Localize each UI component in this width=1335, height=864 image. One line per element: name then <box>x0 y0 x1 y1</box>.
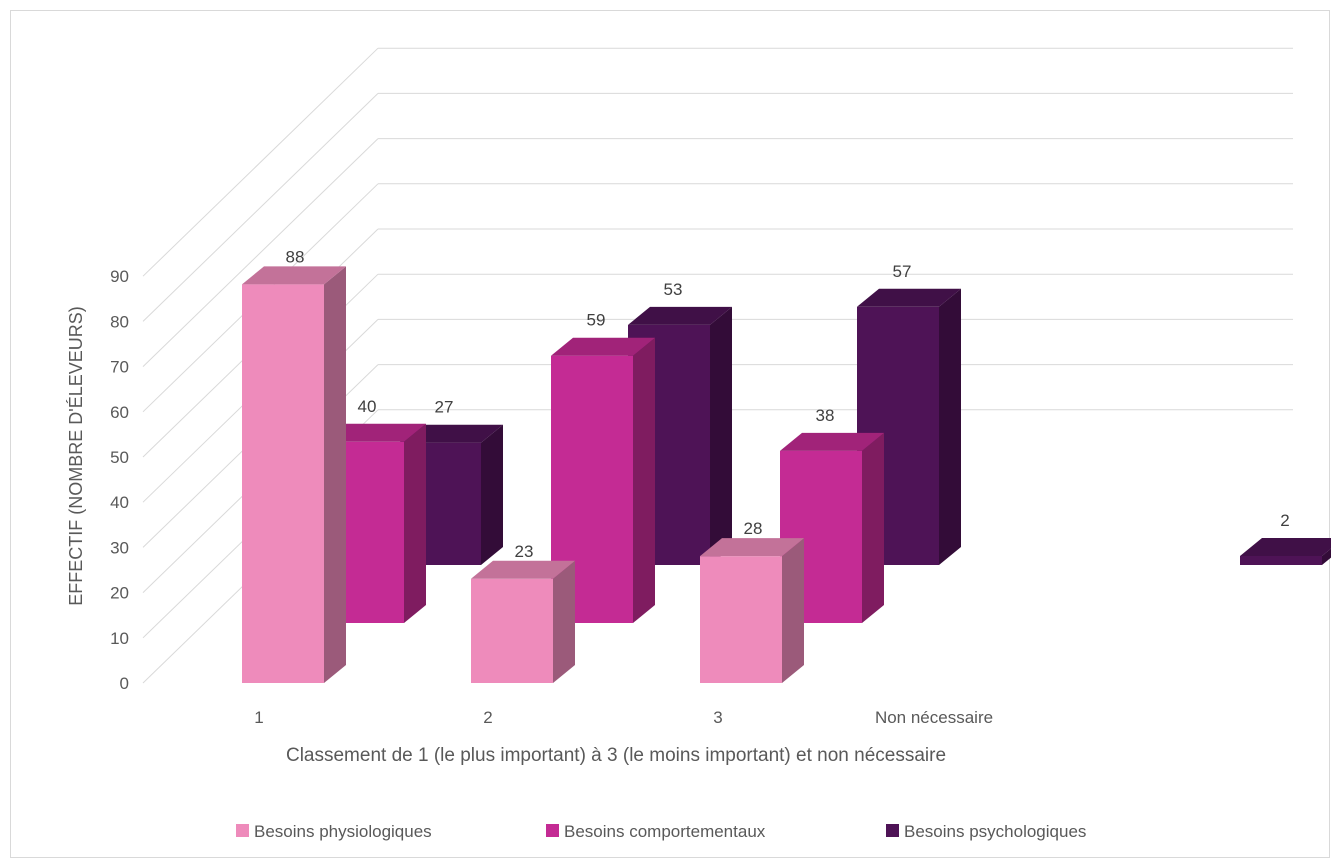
bar-side <box>633 337 655 623</box>
y-tick-label: 90 <box>110 267 129 286</box>
bar-side <box>481 424 503 565</box>
data-label: 88 <box>286 247 305 266</box>
bar <box>700 538 804 683</box>
chart-gridlines <box>142 2 1293 684</box>
x-axis-ticks: 1 2 3 Non nécessaire <box>254 708 993 727</box>
data-label: 40 <box>358 397 377 416</box>
data-label: 27 <box>435 398 454 417</box>
bar-top <box>551 337 655 356</box>
x-tick-label: 2 <box>483 708 492 727</box>
y-tick-label: 70 <box>110 358 129 377</box>
y-axis-ticks: 0 10 20 30 40 50 60 70 80 90 <box>110 267 129 693</box>
bar-top <box>242 266 346 285</box>
y-axis-label: EFFECTIF (NOMBRE D'ÉLEVEURS) <box>66 306 86 605</box>
y-tick-label: 40 <box>110 493 129 512</box>
y-tick-label: 30 <box>110 538 129 557</box>
chart-frame: 0 10 20 30 40 50 60 70 80 90 EFFECTIF (NOMBRE D'É… <box>10 2 1335 858</box>
bar-top <box>471 560 575 579</box>
y-tick-label: 10 <box>110 629 129 648</box>
data-label: 57 <box>893 262 912 281</box>
y-tick-label: 80 <box>110 312 129 331</box>
bars <box>242 266 1335 683</box>
bar-side <box>404 423 426 623</box>
bar-top <box>857 288 961 307</box>
y-tick-label: 60 <box>110 403 129 422</box>
data-label: 38 <box>816 406 835 425</box>
bar-side <box>553 560 575 683</box>
y-tick-label: 20 <box>110 584 129 603</box>
legend-swatch <box>236 824 249 837</box>
legend-item: Besoins physiologiques <box>236 822 432 841</box>
bar <box>242 266 346 683</box>
x-tick-label: 3 <box>713 708 722 727</box>
bar-front <box>242 284 324 683</box>
x-tick-label: 1 <box>254 708 263 727</box>
bar <box>1240 537 1335 565</box>
legend-label: Besoins comportementaux <box>564 822 766 841</box>
bar-top <box>628 306 732 325</box>
data-labels: 27 53 57 2 40 59 38 88 23 28 <box>286 247 1290 560</box>
bar-side <box>710 306 732 565</box>
bar-side <box>862 432 884 623</box>
y-tick-label: 0 <box>120 674 129 693</box>
legend-item: Besoins psychologiques <box>886 822 1086 841</box>
grid-diagonal <box>142 138 379 367</box>
x-axis-label: Classement de 1 (le plus important) à 3 … <box>286 745 946 766</box>
grid-diagonal <box>142 93 379 322</box>
bar-front <box>471 578 553 683</box>
bar-top <box>780 432 884 451</box>
chart-svg: 0 10 20 30 40 50 60 70 80 90 EFFECTIF (NOMBRE D'É… <box>66 2 1335 841</box>
data-label: 28 <box>744 519 763 538</box>
bar-side <box>324 266 346 683</box>
bar-front <box>1240 555 1322 565</box>
bar-front <box>700 556 782 683</box>
legend-item: Besoins comportementaux <box>546 822 766 841</box>
bar-top <box>700 538 804 557</box>
grid-diagonal <box>142 47 379 277</box>
legend-swatch <box>886 824 899 837</box>
bar-side <box>782 538 804 683</box>
y-tick-label: 50 <box>110 448 129 467</box>
bar <box>471 560 575 683</box>
data-label: 2 <box>1280 511 1289 530</box>
data-label: 53 <box>664 280 683 299</box>
legend-swatch <box>546 824 559 837</box>
data-label: 59 <box>587 311 606 330</box>
legend: Besoins physiologiques Besoins comporteme… <box>236 822 1086 841</box>
bar-side <box>939 288 961 565</box>
x-tick-label: Non nécessaire <box>875 708 993 727</box>
bar-top <box>322 423 426 442</box>
legend-label: Besoins psychologiques <box>904 822 1086 841</box>
legend-label: Besoins physiologiques <box>254 822 432 841</box>
bar-top <box>1240 537 1335 556</box>
data-label: 23 <box>515 542 534 561</box>
